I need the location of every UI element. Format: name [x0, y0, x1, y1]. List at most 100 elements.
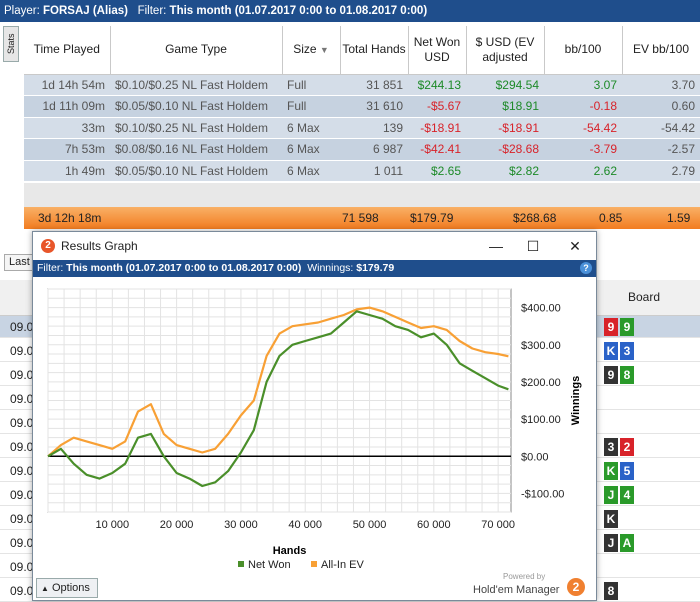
hand-date: 09.0: [10, 320, 34, 334]
hand-date: 09.0: [10, 584, 34, 598]
table-row[interactable]: 33m $0.10/$0.25 NL Fast Holdem 6 Max 139 -$1…: [24, 117, 700, 139]
powered-by-text: Powered by: [503, 572, 546, 581]
board-column-header[interactable]: Board: [628, 290, 661, 304]
hand-date: 09.0: [10, 344, 34, 358]
x-tick-label: 30 000: [224, 519, 258, 531]
minimize-icon[interactable]: —: [489, 238, 503, 254]
y-tick-label: $300.00: [521, 340, 561, 352]
board-card: K: [604, 510, 618, 528]
graph-filter-value[interactable]: This month (01.07.2017 0:00 to 01.08.201…: [66, 262, 302, 274]
cell-hands: 31 851: [340, 74, 408, 96]
col-net-won[interactable]: Net Won USD: [408, 26, 467, 75]
total-time: 3d 12h 18m: [38, 211, 102, 225]
filter-value[interactable]: This month (01.07.2017 0:00 to 01.08.201…: [169, 5, 428, 17]
hand-date: 09.0: [10, 416, 34, 430]
table-row[interactable]: 7h 53m $0.08/$0.16 NL Fast Holdem 6 Max 6 9…: [24, 138, 700, 161]
table-header-row: Time Played Game Type Size ▼ Total Hands…: [24, 26, 700, 75]
cell-ev-adjusted: $294.54: [466, 74, 544, 96]
results-graph-window: 2 Results Graph — ☐ ✕ Filter: This month…: [32, 231, 597, 601]
y-tick-label: $400.00: [521, 303, 561, 315]
cell-size: 6 Max: [282, 160, 340, 182]
window-titlebar[interactable]: 2 Results Graph — ☐ ✕: [33, 232, 596, 260]
board-card: 8: [604, 582, 618, 600]
board-card: 4: [620, 486, 634, 504]
board-card: 9: [604, 366, 618, 384]
col-size[interactable]: Size ▼: [282, 26, 341, 75]
hand-date: 09.0: [10, 392, 34, 406]
col-bb100[interactable]: bb/100: [544, 26, 623, 75]
cell-game-type: $0.10/$0.25 NL Fast Holdem: [110, 74, 282, 96]
sort-arrow-icon: ▼: [319, 44, 329, 55]
winnings-label: Winnings:: [307, 262, 354, 274]
player-filter-bar: Player: FORSAJ (Alias) Filter: This mont…: [0, 0, 700, 22]
board-card: J: [604, 534, 618, 552]
x-tick-label: 10 000: [95, 519, 129, 531]
all-in-ev-series-line: [47, 306, 509, 458]
cell-bb100: 2.62: [544, 160, 622, 182]
col-ev-adjusted[interactable]: $ USD (EV adjusted: [466, 26, 545, 75]
close-icon[interactable]: ✕: [569, 238, 581, 254]
cell-ev-adjusted: -$28.68: [466, 138, 544, 161]
cell-hands: 139: [340, 117, 408, 139]
cell-game-type: $0.08/$0.16 NL Fast Holdem: [110, 138, 282, 161]
x-tick-label: 40 000: [288, 519, 322, 531]
results-graph-chart: 10 000 20 000 30 000 40 000 50 000 60 000 70 0…: [47, 288, 582, 571]
cell-net-won: -$42.41: [408, 138, 466, 161]
cell-net-won: $2.65: [408, 160, 466, 182]
hand-date: 09.0: [10, 560, 34, 574]
player-label: Player:: [4, 5, 40, 17]
cell-bb100: -3.79: [544, 138, 622, 161]
board-card: 8: [620, 366, 634, 384]
legend-label-all-in-ev: All-In EV: [321, 559, 364, 571]
cell-hands: 1 011: [340, 160, 408, 182]
col-ev-bb100[interactable]: EV bb/100: [622, 26, 700, 75]
y-tick-label: -$100.00: [521, 488, 564, 500]
table-row[interactable]: 1d 11h 09m $0.05/$0.10 NL Fast Holdem Full…: [24, 95, 700, 118]
cell-bb100: -0.18: [544, 95, 622, 118]
cell-ev-bb100: 2.79: [622, 160, 700, 182]
col-total-hands[interactable]: Total Hands: [340, 26, 409, 75]
cell-ev-bb100: 0.60: [622, 95, 700, 118]
net-won-series-line: [47, 310, 509, 488]
cell-time: 1d 14h 54m: [24, 74, 110, 96]
options-button[interactable]: ▲ Options: [36, 578, 98, 598]
board-card: K: [604, 462, 618, 480]
graph-filter-bar: Filter: This month (01.07.2017 0:00 to 0…: [33, 260, 596, 277]
winnings-value: $179.79: [356, 262, 395, 274]
filter-label: Filter:: [137, 5, 167, 17]
table-row[interactable]: 1d 14h 54m $0.10/$0.25 NL Fast Holdem Full…: [24, 74, 700, 96]
cell-bb100: -54.42: [544, 117, 622, 139]
legend-swatch-all-in-ev: [311, 561, 317, 567]
chevron-up-icon: ▲: [41, 584, 49, 593]
help-icon[interactable]: ?: [580, 262, 592, 274]
stats-side-tab[interactable]: Stats: [3, 26, 19, 62]
cell-bb100: 3.07: [544, 74, 622, 96]
cell-ev-adjusted: $18.91: [466, 95, 544, 118]
x-tick-label: 70 000: [481, 519, 515, 531]
hand-date: 09.0: [10, 464, 34, 478]
cell-size: Full: [282, 74, 340, 96]
maximize-icon[interactable]: ☐: [526, 238, 540, 254]
cell-time: 33m: [24, 117, 110, 139]
col-time-played[interactable]: Time Played: [24, 26, 111, 75]
cell-hands: 31 610: [340, 95, 408, 118]
table-empty-area: [24, 183, 700, 209]
board-card: 2: [620, 438, 634, 456]
col-game-type[interactable]: Game Type: [110, 26, 283, 75]
cell-game-type: $0.10/$0.25 NL Fast Holdem: [110, 117, 282, 139]
x-tick-label: 50 000: [353, 519, 387, 531]
table-row[interactable]: 1h 49m $0.05/$0.10 NL Fast Holdem 6 Max 1 0…: [24, 160, 700, 182]
cell-ev-adjusted: -$18.91: [466, 117, 544, 139]
cell-net-won: -$18.91: [408, 117, 466, 139]
cell-net-won: -$5.67: [408, 95, 466, 118]
cell-ev-bb100: -2.57: [622, 138, 700, 161]
hand-date: 09.0: [10, 512, 34, 526]
x-axis-label: Hands: [273, 545, 307, 557]
board-card: 3: [604, 438, 618, 456]
last-button[interactable]: Last: [4, 254, 35, 271]
board-card: 9: [604, 318, 618, 336]
board-card: 9: [620, 318, 634, 336]
total-net-won: $179.79: [410, 211, 454, 225]
total-hands: 71 598: [342, 211, 379, 225]
board-card: 3: [620, 342, 634, 360]
